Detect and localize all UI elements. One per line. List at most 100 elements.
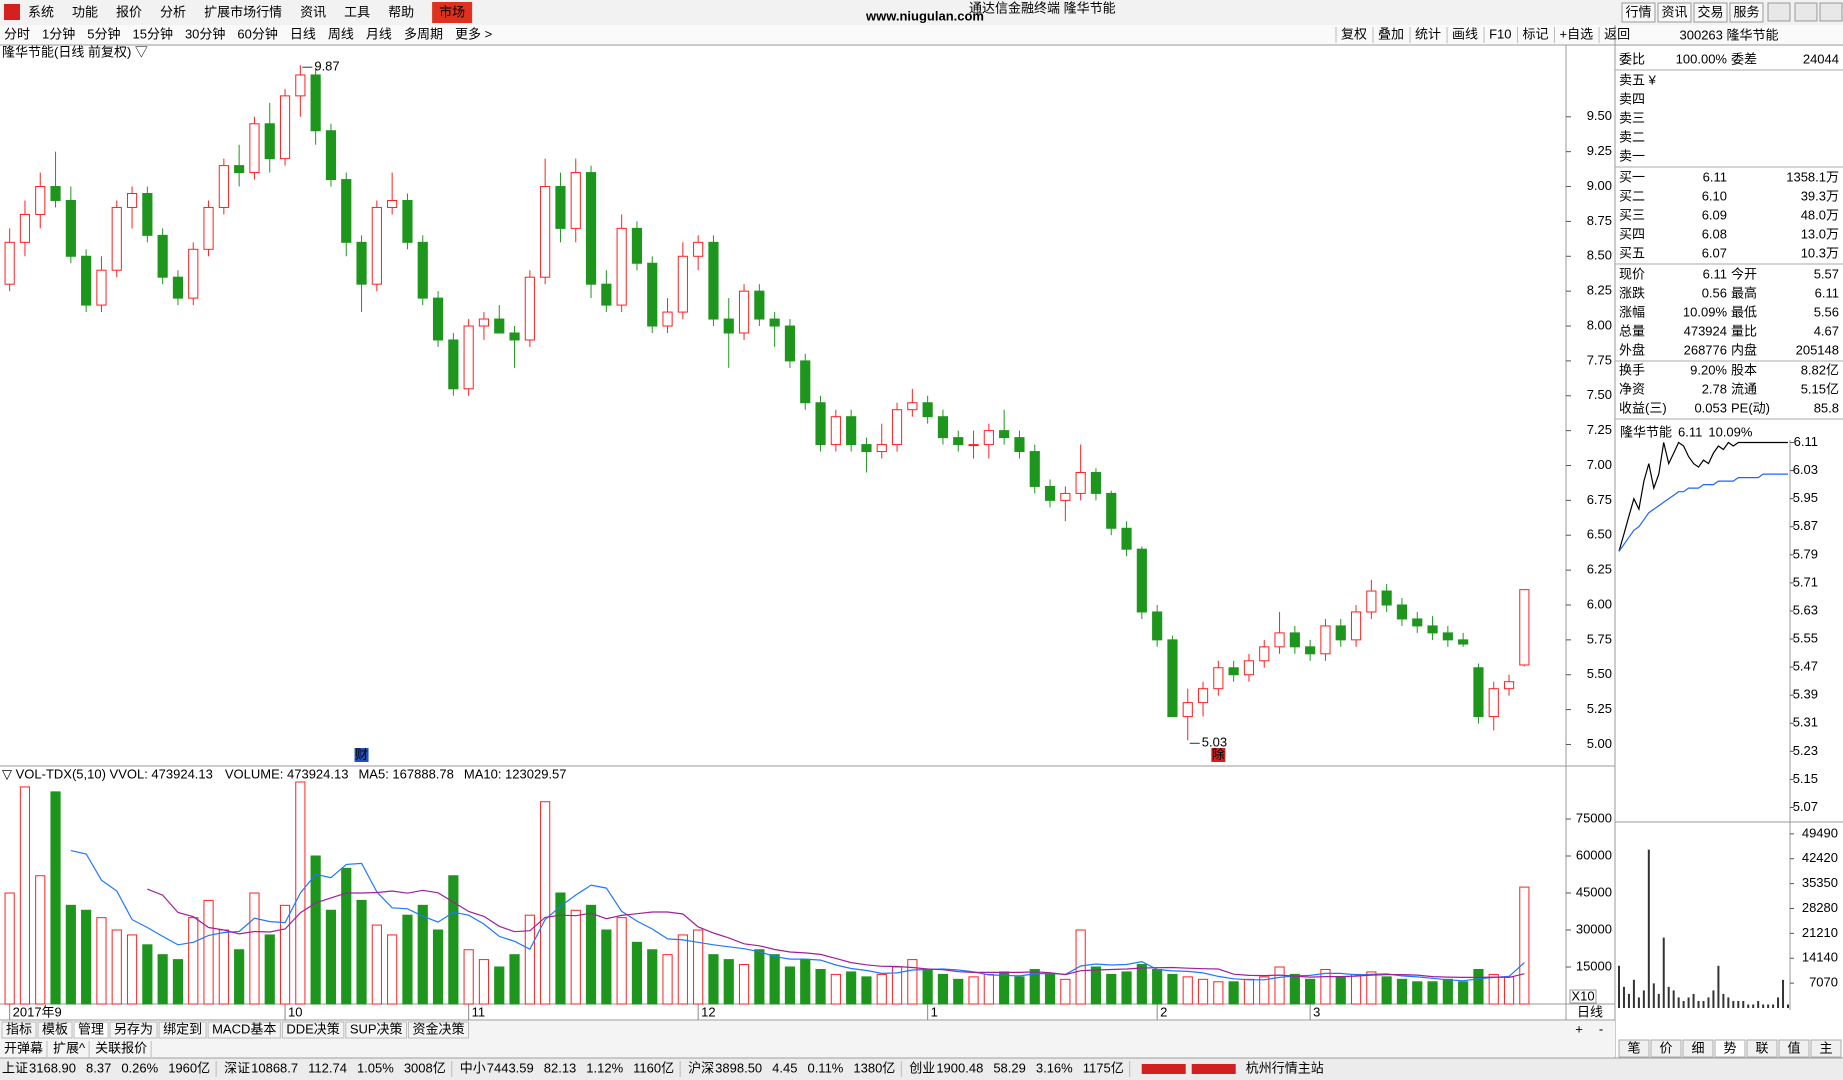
panel-tab[interactable] bbox=[1746, 1039, 1778, 1058]
quote-label: 收益(三) bbox=[1619, 400, 1667, 415]
panel-tab-label[interactable]: 联 bbox=[1755, 1040, 1768, 1055]
tool-button[interactable]: 标记 bbox=[1522, 26, 1548, 41]
indicator-tab[interactable] bbox=[73, 1021, 109, 1039]
bottom-tab[interactable]: 开弹幕 bbox=[4, 1040, 43, 1055]
indicator-tab[interactable] bbox=[281, 1021, 345, 1039]
market-tab[interactable] bbox=[432, 2, 473, 23]
top-button-label[interactable]: 服务 bbox=[1733, 4, 1759, 19]
indicator-tab-label[interactable]: MACD基本 bbox=[212, 1021, 276, 1036]
menu-item[interactable]: 扩展市场行情 bbox=[204, 4, 282, 19]
tool-button[interactable]: +自选 bbox=[1559, 26, 1593, 41]
panel-tab[interactable] bbox=[1618, 1039, 1650, 1058]
panel-tab-label[interactable]: 细 bbox=[1691, 1040, 1704, 1055]
restore-button[interactable] bbox=[1794, 2, 1818, 22]
menu-item[interactable]: 分析 bbox=[160, 4, 186, 19]
panel-tab-label[interactable]: 主 bbox=[1819, 1040, 1832, 1055]
top-button-label[interactable]: 资讯 bbox=[1661, 4, 1687, 19]
period-button[interactable]: 15分钟 bbox=[132, 26, 172, 41]
menu-bar bbox=[0, 0, 1843, 25]
volume-bar bbox=[35, 875, 46, 1005]
indicator-tab-label[interactable]: 另存为 bbox=[114, 1021, 153, 1036]
indicator-tab-label[interactable]: SUP决策 bbox=[350, 1021, 403, 1036]
intraday-volume-bar bbox=[1742, 1000, 1745, 1008]
menu-item[interactable]: 系统 bbox=[28, 4, 54, 19]
period-button[interactable]: 5分钟 bbox=[87, 26, 120, 41]
panel-tab-label[interactable]: 价 bbox=[1659, 1040, 1672, 1055]
period-button[interactable]: 日线 bbox=[290, 26, 316, 41]
zoom-button[interactable]: - bbox=[1599, 1021, 1603, 1036]
market-tab-label[interactable]: 市场 bbox=[439, 4, 465, 19]
quote-label: 现价 bbox=[1619, 266, 1645, 281]
tool-button[interactable]: 画线 bbox=[1452, 26, 1478, 41]
status-amt: 3008亿 bbox=[404, 1060, 446, 1075]
intraday-volume-bar bbox=[1717, 965, 1720, 1008]
period-button[interactable]: 更多 > bbox=[455, 26, 492, 41]
indicator-tab-label[interactable]: 绑定到 bbox=[163, 1021, 202, 1036]
indicator-tab-label[interactable]: 指标 bbox=[6, 1021, 32, 1036]
intraday-volume-bar bbox=[1697, 1000, 1700, 1008]
mini-vol-tick-label: 14140 bbox=[1802, 950, 1838, 965]
panel-tab-label[interactable]: 势 bbox=[1723, 1040, 1736, 1055]
panel-tab-label[interactable]: 笔 bbox=[1627, 1040, 1640, 1055]
period-button[interactable]: 1分钟 bbox=[42, 26, 75, 41]
menu-item[interactable]: 资讯 bbox=[300, 4, 326, 19]
candle-body bbox=[585, 172, 597, 285]
tool-button[interactable]: 返回 bbox=[1604, 26, 1630, 41]
indicator-tab-label[interactable]: 资金决策 bbox=[413, 1021, 465, 1036]
bottom-tab[interactable]: 扩展^ bbox=[53, 1040, 86, 1055]
period-button[interactable]: 30分钟 bbox=[185, 26, 225, 41]
quote-label: 内盘 bbox=[1731, 342, 1757, 357]
minimize-button[interactable] bbox=[1767, 2, 1791, 22]
close-button[interactable] bbox=[1819, 2, 1843, 22]
indicator-tab-label[interactable]: DDE决策 bbox=[286, 1021, 339, 1036]
y-tick-label: 5.25 bbox=[1587, 701, 1612, 716]
bottom-tab[interactable]: 关联报价 bbox=[95, 1040, 147, 1055]
volume-bar bbox=[1473, 968, 1484, 1005]
panel-tab[interactable] bbox=[1810, 1039, 1842, 1058]
period-button[interactable]: 60分钟 bbox=[237, 26, 277, 41]
period-button[interactable]: 多周期 bbox=[404, 26, 443, 41]
menu-item[interactable]: 帮助 bbox=[388, 4, 414, 19]
tool-button[interactable]: 叠加 bbox=[1378, 26, 1404, 41]
mini-y-tick-label: 5.23 bbox=[1793, 743, 1818, 758]
indicator-tab[interactable] bbox=[1, 1021, 37, 1039]
top-button[interactable] bbox=[1729, 2, 1764, 23]
period-button[interactable]: 月线 bbox=[366, 26, 392, 41]
period-button[interactable]: 分时 bbox=[4, 26, 30, 41]
volume-bar bbox=[218, 929, 229, 1005]
indicator-tab-label[interactable]: 管理 bbox=[78, 1021, 104, 1036]
panel-tab[interactable] bbox=[1682, 1039, 1714, 1058]
indicator-tab[interactable] bbox=[109, 1021, 158, 1039]
top-button[interactable] bbox=[1621, 2, 1656, 23]
volume-bar bbox=[478, 959, 490, 1005]
intraday-volume-bar bbox=[1642, 990, 1645, 1008]
volume-bar bbox=[1243, 978, 1255, 1005]
tool-button[interactable]: 统计 bbox=[1415, 26, 1441, 41]
menu-item[interactable]: 功能 bbox=[72, 4, 98, 19]
top-button[interactable] bbox=[1657, 2, 1692, 23]
top-button-label[interactable]: 交易 bbox=[1697, 4, 1723, 19]
period-button[interactable]: 周线 bbox=[328, 26, 354, 41]
top-button-label[interactable]: 行情 bbox=[1625, 4, 1651, 19]
menu-item[interactable]: 报价 bbox=[116, 4, 142, 19]
indicator-tab[interactable] bbox=[37, 1021, 73, 1039]
indicator-tab[interactable] bbox=[345, 1021, 408, 1039]
intraday-volume-bar bbox=[1657, 993, 1660, 1008]
tool-button[interactable]: 复权 bbox=[1341, 26, 1367, 41]
indicator-tab[interactable] bbox=[408, 1021, 470, 1039]
event-marker bbox=[1211, 748, 1226, 762]
tool-button[interactable]: F10 bbox=[1489, 26, 1511, 41]
volume-bar bbox=[1412, 981, 1423, 1005]
indicator-tab-label[interactable]: 模板 bbox=[42, 1021, 68, 1036]
indicator-tab[interactable] bbox=[207, 1021, 281, 1039]
menu-item[interactable]: 工具 bbox=[344, 4, 370, 19]
indicator-tab[interactable] bbox=[158, 1021, 207, 1039]
intraday-volume-bar bbox=[1687, 997, 1690, 1008]
panel-tab[interactable] bbox=[1650, 1039, 1682, 1058]
volume-bar bbox=[662, 954, 673, 1005]
panel-tab-label[interactable]: 值 bbox=[1787, 1040, 1800, 1055]
top-button[interactable] bbox=[1693, 2, 1728, 23]
zoom-button[interactable]: + bbox=[1575, 1021, 1583, 1036]
panel-tab[interactable] bbox=[1714, 1039, 1746, 1058]
panel-tab[interactable] bbox=[1778, 1039, 1810, 1058]
